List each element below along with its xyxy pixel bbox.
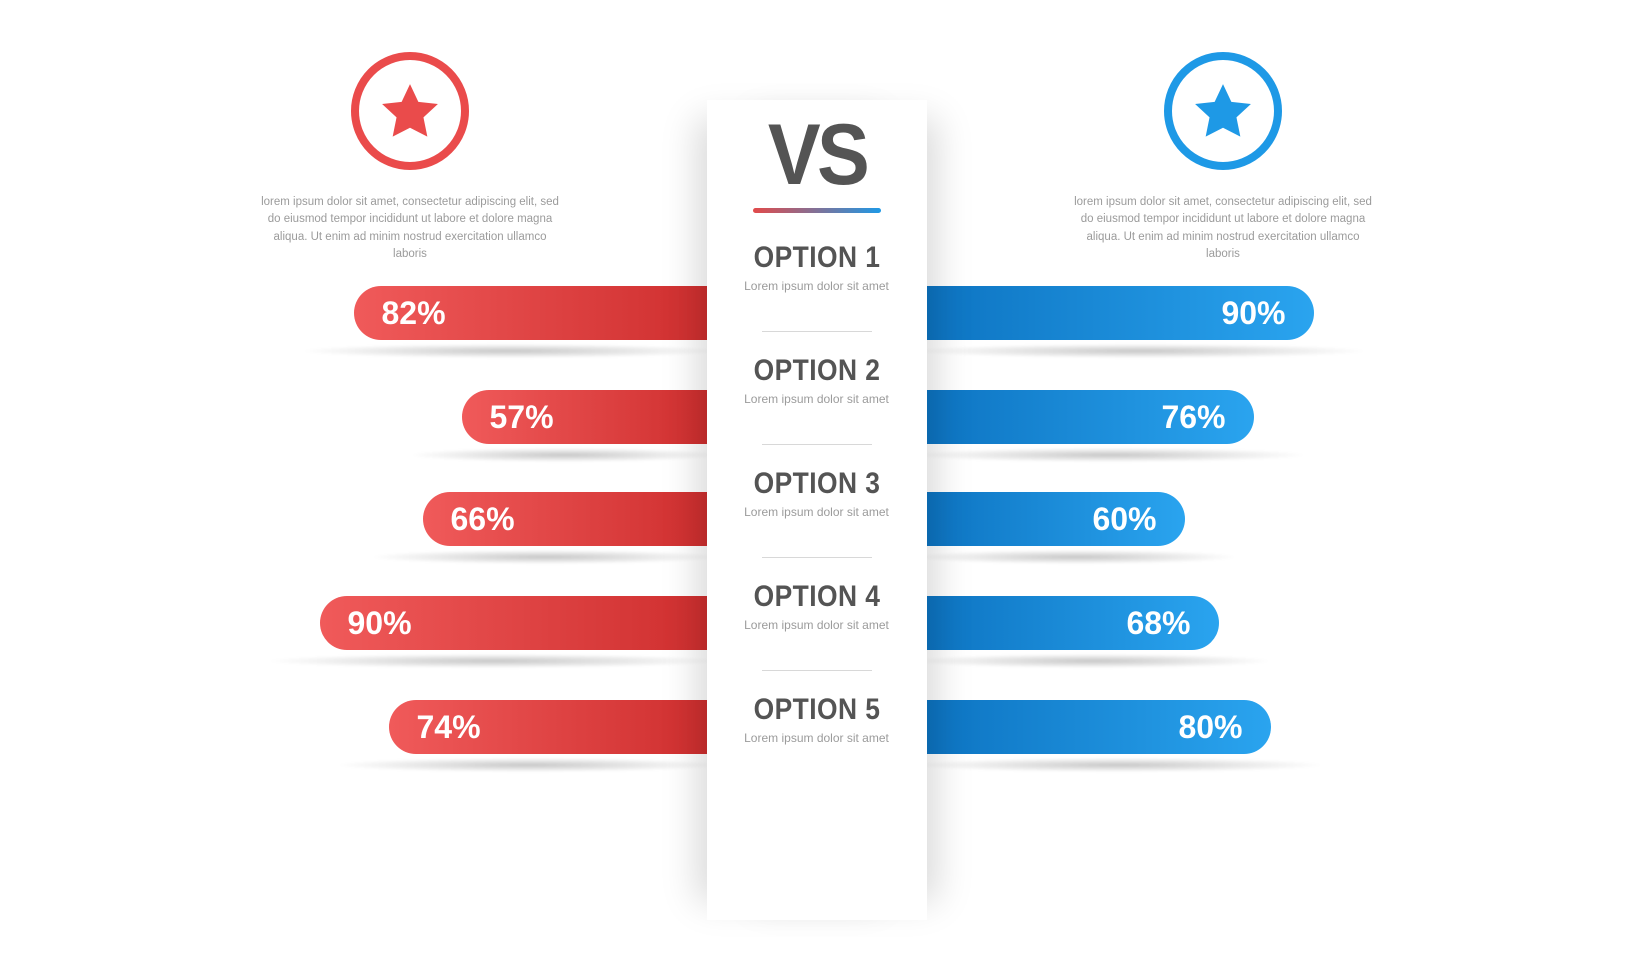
- star-icon: [1189, 77, 1257, 145]
- option-divider: [762, 444, 872, 445]
- left-bar-value: 57%: [490, 399, 554, 436]
- option-block: OPTION 3 Lorem ipsum dolor sit amet: [707, 461, 927, 537]
- bar-shadow: [304, 344, 717, 358]
- left-bar: 57%: [462, 390, 707, 444]
- right-bar: 90%: [927, 286, 1314, 340]
- right-star-badge: [1164, 52, 1282, 170]
- options-list: OPTION 1Lorem ipsum dolor sit ametOPTION…: [707, 235, 927, 763]
- option-subtitle: Lorem ipsum dolor sit amet: [707, 731, 927, 745]
- left-star-badge: [351, 52, 469, 170]
- option-divider: [762, 557, 872, 558]
- left-bar: 66%: [423, 492, 707, 546]
- option-block: OPTION 1 Lorem ipsum dolor sit amet: [707, 235, 927, 311]
- comparison-infographic: lorem ipsum dolor sit amet, consectetur …: [0, 0, 1633, 980]
- option-title: OPTION 1: [720, 241, 914, 275]
- left-bar-value: 66%: [451, 501, 515, 538]
- option-title: OPTION 4: [720, 580, 914, 614]
- left-bar: 74%: [389, 700, 707, 754]
- option-divider: [762, 670, 872, 671]
- option-block: OPTION 4 Lorem ipsum dolor sit amet: [707, 574, 927, 650]
- left-bar: 90%: [320, 596, 707, 650]
- vs-underline: [753, 208, 881, 213]
- bar-shadow: [917, 344, 1364, 358]
- center-strip: VS OPTION 1Lorem ipsum dolor sit ametOPT…: [707, 100, 927, 920]
- bar-shadow: [373, 550, 717, 564]
- right-bar-value: 60%: [1092, 501, 1156, 538]
- option-title: OPTION 3: [720, 467, 914, 501]
- vs-title: VS: [715, 112, 917, 198]
- left-header: lorem ipsum dolor sit amet, consectetur …: [210, 52, 610, 263]
- right-bar-value: 76%: [1161, 399, 1225, 436]
- option-title: OPTION 2: [720, 354, 914, 388]
- right-header: lorem ipsum dolor sit amet, consectetur …: [1023, 52, 1423, 263]
- left-bar-value: 90%: [348, 605, 412, 642]
- option-subtitle: Lorem ipsum dolor sit amet: [707, 392, 927, 406]
- option-subtitle: Lorem ipsum dolor sit amet: [707, 505, 927, 519]
- option-subtitle: Lorem ipsum dolor sit amet: [707, 618, 927, 632]
- bar-shadow: [270, 654, 717, 668]
- right-bar-value: 80%: [1178, 709, 1242, 746]
- bar-shadow: [917, 550, 1235, 564]
- bar-shadow: [412, 448, 717, 462]
- right-bar: 60%: [927, 492, 1185, 546]
- option-block: OPTION 2 Lorem ipsum dolor sit amet: [707, 348, 927, 424]
- star-icon: [376, 77, 444, 145]
- left-bar-value: 82%: [382, 295, 446, 332]
- right-bar-value: 90%: [1221, 295, 1285, 332]
- right-description: lorem ipsum dolor sit amet, consectetur …: [1073, 194, 1373, 263]
- option-divider: [762, 331, 872, 332]
- right-bar: 80%: [927, 700, 1271, 754]
- left-bar: 82%: [354, 286, 707, 340]
- left-bar-value: 74%: [417, 709, 481, 746]
- right-bar-value: 68%: [1126, 605, 1190, 642]
- bar-shadow: [917, 758, 1321, 772]
- right-bar: 76%: [927, 390, 1254, 444]
- left-description: lorem ipsum dolor sit amet, consectetur …: [260, 194, 560, 263]
- option-subtitle: Lorem ipsum dolor sit amet: [707, 279, 927, 293]
- option-block: OPTION 5 Lorem ipsum dolor sit amet: [707, 687, 927, 763]
- option-title: OPTION 5: [720, 693, 914, 727]
- bar-shadow: [339, 758, 717, 772]
- bar-shadow: [917, 654, 1269, 668]
- bar-shadow: [917, 448, 1304, 462]
- right-bar: 68%: [927, 596, 1219, 650]
